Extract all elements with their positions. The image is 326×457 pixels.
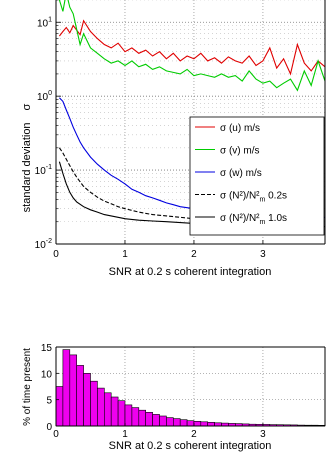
top-ytick-base: 10 [37, 18, 49, 29]
histogram-bar [97, 387, 105, 427]
top-series-0 [58, 19, 325, 76]
legend-prefix: σ [220, 191, 229, 202]
top-xtick-label: 3 [260, 249, 266, 260]
legend-suffix: 1.0s [265, 213, 287, 224]
top-ylabel-symbol: σ [21, 103, 33, 110]
legend-sub: m [260, 197, 266, 204]
histogram-bar [76, 365, 84, 427]
top-xtick-label: 0 [53, 249, 59, 260]
histogram-bar [179, 419, 188, 427]
histogram-bar [166, 417, 174, 427]
histogram-bar [55, 386, 64, 427]
bottom-ylabel: % of time present [22, 348, 33, 426]
histogram-bar [117, 400, 126, 427]
histogram-bar [90, 380, 98, 427]
histogram-bar [207, 421, 215, 427]
top-ytick-base: 10 [35, 240, 47, 251]
top-xtick-label: 2 [191, 249, 197, 260]
legend-main: (N²)/N² [229, 213, 260, 224]
legend-label-0: σ (u) m/s [220, 123, 260, 134]
histogram-bar [173, 418, 181, 427]
legend-label-1: σ (v) m/s [220, 146, 260, 157]
top-ytick-exp: -1 [46, 164, 52, 171]
top-series-1 [58, 0, 325, 92]
top-xtick-label: 1 [122, 249, 128, 260]
top-xlabel: SNR at 0.2 s coherent integration [109, 266, 272, 278]
top-ytick-label: 10-1 [35, 164, 52, 177]
top-ylabel-main: standard deviation [21, 122, 33, 212]
top-ytick-exp: 1 [48, 16, 52, 23]
bottom-xtick-label: 1 [122, 429, 128, 440]
legend-main: (w) m/s [229, 168, 262, 179]
legend-sub: m [260, 219, 266, 226]
bottom-xtick-label: 2 [191, 429, 197, 440]
top-ytick-label: 101 [37, 16, 52, 29]
bottom-ytick-label: 15 [41, 343, 53, 354]
bottom-ytick-label: 10 [41, 369, 53, 380]
top-ytick-base: 10 [35, 166, 47, 177]
histogram-bar [193, 420, 202, 427]
top-series-3 [58, 147, 325, 226]
bottom-ytick-label: 0 [46, 422, 52, 433]
histogram-bar [159, 415, 167, 427]
histogram-bar [124, 404, 133, 427]
bottom-xtick-label: 0 [53, 429, 59, 440]
histogram-bar [145, 411, 153, 427]
legend-label-2: σ (w) m/s [220, 168, 262, 179]
histogram-bar [131, 407, 140, 427]
legend-main: (v) m/s [229, 146, 260, 157]
bottom-xlabel: SNR at 0.2 s coherent integration [109, 440, 272, 452]
top-ytick-label: 10-2 [35, 238, 52, 251]
bottom-xtick-label: 3 [260, 429, 266, 440]
histogram-bar [69, 354, 78, 427]
legend-prefix: σ [220, 168, 229, 179]
legend-suffix: 0.2s [265, 191, 287, 202]
top-ytick-label: 100 [37, 90, 52, 103]
bottom-ytick-label: 5 [46, 396, 52, 407]
top-ytick-exp: -2 [46, 238, 52, 245]
bottom-grid [56, 347, 325, 426]
top-ylabel: standard deviation σ [21, 103, 33, 212]
histogram-bar [110, 396, 119, 427]
top-legend: σ (u) m/sσ (v) m/sσ (w) m/sσ (N²)/N²m 0.… [189, 116, 325, 236]
histogram-bar [138, 409, 147, 427]
bottom-ticks: 0 1 2 3 0 5 10 15 [41, 343, 266, 440]
histogram-bar [186, 420, 195, 427]
histogram-bar [200, 421, 209, 427]
legend-prefix: σ [220, 213, 229, 224]
histogram-bar [83, 372, 91, 427]
legend-main: (N²)/N² [229, 191, 260, 202]
top-ytick-exp: 0 [48, 90, 52, 97]
bottom-chart: 0 1 2 3 0 5 10 15 SNR at 0.2 s coherent integra… [22, 343, 326, 452]
legend-prefix: σ [220, 146, 229, 157]
histogram-bar [152, 414, 160, 427]
legend-box [189, 116, 325, 236]
top-ytick-base: 10 [37, 92, 49, 103]
legend-label-4: σ (N²)/N²m 1.0s [220, 213, 287, 226]
legend-main: (u) m/s [229, 123, 260, 134]
histogram-bar [62, 349, 71, 427]
histogram-bar [104, 392, 112, 427]
legend-label-3: σ (N²)/N²m 0.2s [220, 191, 287, 204]
legend-prefix: σ [220, 123, 229, 134]
